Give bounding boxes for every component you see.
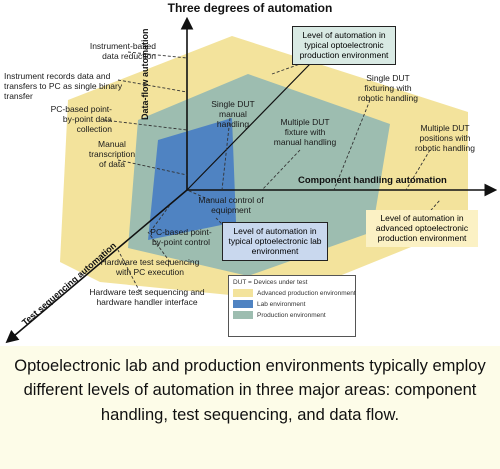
leader-line xyxy=(117,79,188,93)
legend-title: DUT = Devices under test xyxy=(233,279,308,286)
legend-label: Lab environment xyxy=(257,300,306,308)
test-level-label: Hardware test sequencing with PC executi… xyxy=(100,257,200,277)
test-level-label: Hardware test sequencing and hardware ha… xyxy=(89,287,205,307)
leader-line xyxy=(186,189,211,201)
component-level-label: Manual control of equipment xyxy=(198,195,264,215)
figure-caption-block: Optoelectronic lab and production enviro… xyxy=(0,346,500,469)
legend-swatch xyxy=(233,289,253,297)
lab-region xyxy=(148,118,236,240)
leader-line xyxy=(149,204,171,233)
lab-environment-callout: Level of automation in typical optoelect… xyxy=(222,222,328,262)
legend: DUT = Devices under test Advanced produc… xyxy=(228,275,356,337)
component-level-label: Multiple DUT fixture with manual handlin… xyxy=(273,117,337,147)
leader-line xyxy=(103,119,188,131)
data-flow-level-label: PC-based point-by-point data collection xyxy=(50,104,112,134)
leader-line xyxy=(261,149,301,191)
advanced-production-callout: Level of automation in advanced optoelec… xyxy=(366,210,478,248)
data-flow-level-label: Manual transcription of data xyxy=(88,139,136,169)
typical-production-callout: Level of automation in typical optoelect… xyxy=(292,26,396,66)
component-level-label: Multiple DUT positions with robotic hand… xyxy=(414,123,475,153)
legend-label: Production environment xyxy=(257,311,326,319)
component-level-label: Single DUT fixturing with robotic handli… xyxy=(357,73,418,103)
automation-diagram: Three degrees of automation Data-flow au… xyxy=(4,1,498,344)
data-flow-level-label: Instrument-based data reduction xyxy=(89,41,156,61)
leader-line xyxy=(405,149,431,191)
legend-item: Lab environment xyxy=(233,300,351,308)
back-diagonal-axis xyxy=(186,63,311,191)
legend-item: Production environment xyxy=(233,311,351,319)
component-axis-label: Component handling automation xyxy=(298,175,447,186)
legend-item: Advanced production environment xyxy=(233,289,356,297)
legend-swatch xyxy=(233,300,253,308)
test-sequencing-axis xyxy=(5,189,188,344)
leader-line xyxy=(117,249,141,293)
leader-line xyxy=(221,117,231,191)
leader-line xyxy=(147,231,171,263)
data-flow-level-label: Instrument records data and transfers to… xyxy=(4,71,123,101)
leader-line xyxy=(333,99,371,191)
legend-label: Advanced production environment xyxy=(257,289,356,297)
component-level-label: Single DUT manual handling xyxy=(211,99,255,129)
figure-caption: Optoelectronic lab and production enviro… xyxy=(14,357,486,424)
legend-swatch xyxy=(233,311,253,319)
leader-line xyxy=(423,199,441,219)
test-level-label: PC-based point-by-point control xyxy=(150,227,212,247)
diagram-title: Three degrees of automation xyxy=(167,1,333,15)
leader-line xyxy=(117,159,188,176)
